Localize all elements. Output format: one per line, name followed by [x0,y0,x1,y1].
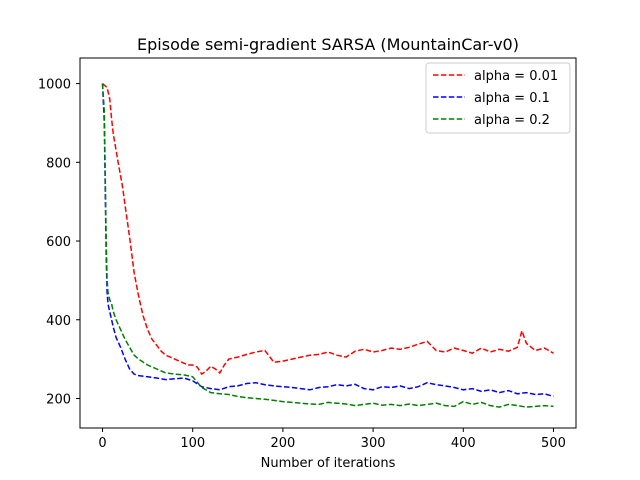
plot-area [101,83,554,408]
x-tick-label: 200 [270,436,295,451]
series-line-3 [101,83,554,408]
y-axis: 200 400 600 800 1000 [38,78,80,407]
series-line-2 [101,83,554,398]
x-axis: 0 100 200 300 400 500 [98,428,566,451]
legend-box [425,62,571,134]
x-tick-label: 100 [180,436,205,451]
legend-label-3: alpha = 0.2 [474,113,550,128]
series-line-1 [102,83,554,376]
x-tick-label: 300 [361,436,386,451]
legend-label-2: alpha = 0.1 [474,91,550,106]
x-tick-label: 500 [541,436,566,451]
plot-frame [79,57,577,429]
legend: alpha = 0.01 alpha = 0.1 alpha = 0.2 [425,62,571,134]
legend-label-1: alpha = 0.01 [474,69,558,84]
x-tick-label: 0 [98,436,106,451]
y-tick-label: 600 [46,235,71,250]
y-tick-label: 1000 [38,78,71,93]
y-tick-label: 800 [46,156,71,171]
y-tick-label: 400 [46,314,71,329]
y-tick-label: 200 [46,392,71,407]
chart-title: Episode semi-gradient SARSA (MountainCar… [137,35,519,54]
x-axis-label: Number of iterations [261,456,396,471]
x-tick-label: 400 [451,436,476,451]
